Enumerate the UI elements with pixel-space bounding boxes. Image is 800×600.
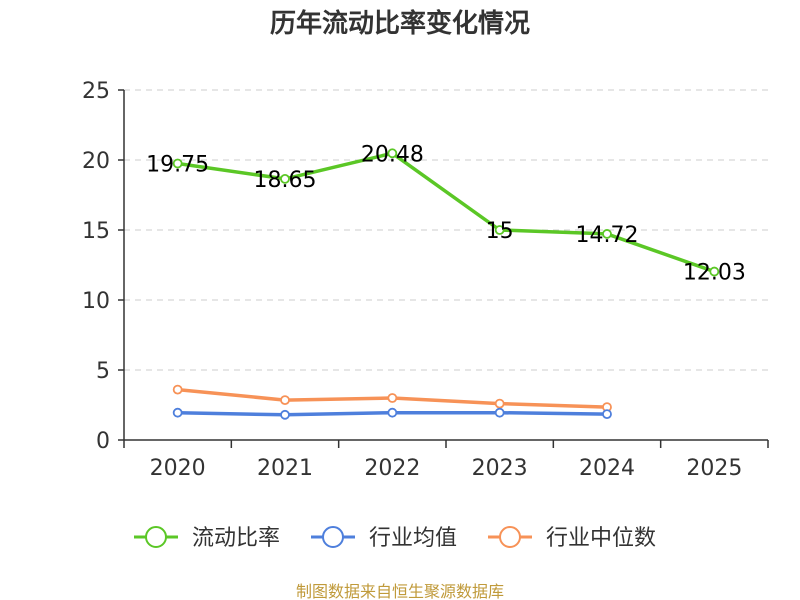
legend-label: 行业均值	[369, 526, 457, 551]
x-tick-label-2020: 2020	[150, 456, 206, 481]
y-tick-label-25: 25	[82, 79, 110, 104]
x-tick-label-2024: 2024	[579, 456, 635, 481]
x-axis-ticks: 2020 2021 2022 2023 2024 2025	[123, 440, 769, 481]
x-tick-label-2025: 2025	[686, 456, 742, 481]
x-tick-label-2021: 2021	[257, 456, 313, 481]
axes	[123, 90, 768, 441]
data-point-s0-2022[interactable]	[387, 148, 398, 159]
data-point-s0-2024[interactable]	[602, 229, 612, 239]
legend-label: 流动比率	[192, 526, 280, 551]
data-label-2021: 18.65	[254, 168, 317, 193]
data-point-s0-2021[interactable]	[280, 173, 290, 184]
x-tick-label-2023: 2023	[472, 456, 528, 481]
legend-label: 行业中位数	[546, 526, 656, 551]
y-tick-label-20: 20	[82, 149, 110, 174]
y-tick-label-10: 10	[82, 289, 110, 314]
data-point-s1-2023[interactable]	[494, 407, 505, 418]
data-label-2020: 19.75	[146, 153, 209, 178]
legend-item-2[interactable]: 行业中位数	[488, 526, 656, 551]
data-label-2024: 14.72	[576, 223, 639, 248]
legend-item-0[interactable]: 流动比率	[134, 526, 280, 551]
data-label-2023: 15	[486, 219, 514, 244]
data-point-s2-2021[interactable]	[280, 395, 290, 406]
data-point-s1-2022[interactable]	[387, 407, 398, 418]
legend-item-1[interactable]: 行业均值	[311, 526, 457, 551]
data-labels: 19.75 18.65 20.48 15 14.72 12.03	[146, 142, 746, 285]
data-point-s2-2023[interactable]	[494, 398, 505, 409]
y-tick-label-0: 0	[96, 429, 110, 454]
legend-marker-icon	[322, 526, 344, 548]
data-label-2022: 20.48	[361, 142, 424, 167]
y-axis-ticks: 0 5 10 15 20 25	[82, 79, 124, 454]
data-label-2025: 12.03	[683, 261, 746, 286]
gridlines	[124, 89, 768, 371]
data-point-s1-2024[interactable]	[602, 409, 612, 420]
data-point-s0-2023[interactable]	[494, 225, 505, 235]
data-point-s0-2025[interactable]	[709, 266, 720, 277]
y-tick-label-15: 15	[82, 219, 110, 244]
chart-title: 历年流动比率变化情况	[270, 8, 530, 39]
data-point-s1-2020[interactable]	[172, 407, 183, 418]
legend-marker-icon	[145, 526, 167, 548]
data-point-s2-2022[interactable]	[387, 393, 398, 403]
data-point-s2-2020[interactable]	[172, 384, 183, 395]
data-point-s1-2021[interactable]	[280, 409, 290, 420]
x-tick-label-2022: 2022	[364, 456, 420, 481]
legend[interactable]: 流动比率 行业均值 行业中位数	[134, 526, 656, 551]
source-footer: 制图数据来自恒生聚源数据库	[296, 582, 504, 600]
legend-marker-icon	[499, 526, 521, 548]
data-point-s0-2020[interactable]	[172, 158, 183, 169]
y-tick-label-5: 5	[96, 359, 110, 384]
series-group	[172, 148, 720, 420]
series-line-0	[177, 151, 715, 274]
